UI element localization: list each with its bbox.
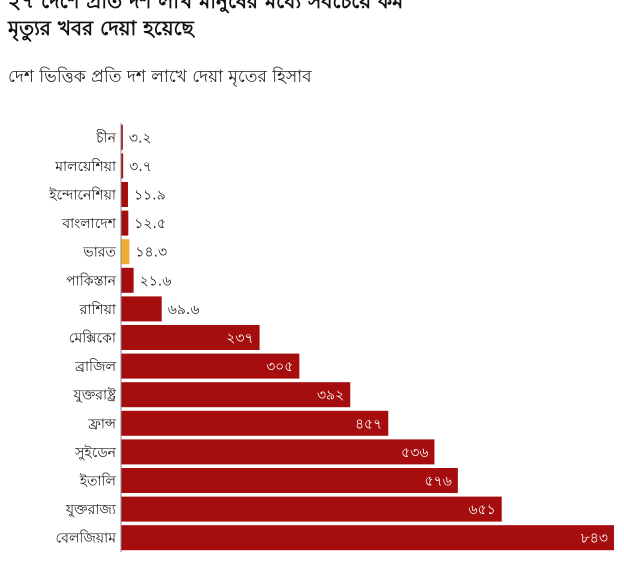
value-label: ১২.৫ [134,216,166,232]
bar [121,468,458,493]
category-label: ব্রাজিল [74,358,117,375]
value-label: ৩.৭ [129,159,152,175]
value-label: ৩.২ [129,130,152,146]
category-label: যুক্তরাষ্ট্র [73,387,117,404]
category-label: ইতালি [79,473,117,490]
category-label: বাংলাদেশ [61,216,116,232]
value-label: ১৪.৩ [135,245,167,261]
bar [121,124,123,150]
value-label: ৩৯২ [317,388,344,404]
category-label: রাশিয়া [79,301,117,318]
value-label: ৫৩৬ [401,445,428,461]
chart-title: মৃত্যুর খবর দেয়া হয়েছে [8,16,194,40]
bar [121,496,502,522]
category-label: চীন [95,129,117,146]
value-label: ৩০৫ [266,359,293,375]
value-label: ৪৫৭ [355,416,382,432]
value-label: ৫৭৬ [425,474,452,490]
value-label: ৮৪৩ [581,531,608,547]
value-label: ২১.৬ [140,273,172,289]
bar [121,182,128,207]
category-label: বেলজিয়াম [55,530,116,547]
bar [121,525,614,551]
bar [121,325,260,350]
category-label: ইন্দোনেশিয়া [48,187,117,204]
chart-title-cut: ২৭ দেশে প্রতি দশ লাখ মানুষের মধ্যে সবচেয… [8,0,404,13]
value-label: ৬৯.৬ [168,302,200,318]
bar [121,439,435,465]
chart-subtitle: দেশ ভিত্তিক প্রতি দশ লাখে দেয়া মৃতের হি… [8,67,312,87]
category-label: যুক্তরাজ্য [65,502,117,518]
category-label: সুইডেন [74,444,116,461]
category-label: মালয়েশিয়া [54,158,117,175]
category-label: ভারত [82,245,116,261]
bar [121,267,134,293]
bar [121,353,300,379]
bar [121,296,162,322]
category-label: পাকিস্তান [66,272,116,289]
value-label: ২৩৭ [226,331,253,347]
bar [121,382,351,408]
bar [121,210,129,236]
bar [121,153,124,179]
category-label: ফ্রান্স [87,416,117,432]
value-label: ১১.৯ [134,188,166,204]
category-label: মেক্সিকো [69,330,117,347]
value-label: ৬৫১ [468,502,495,518]
bar [121,410,389,436]
bar [121,239,130,265]
